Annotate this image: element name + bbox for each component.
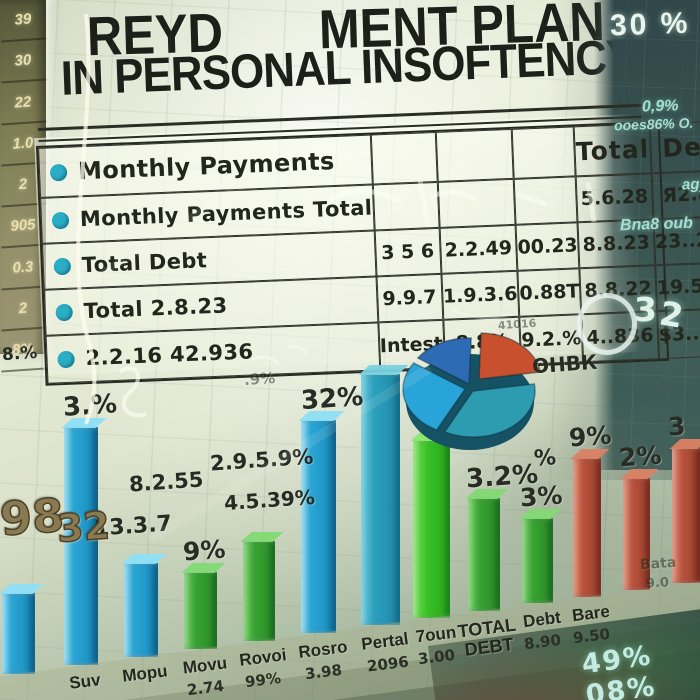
top-right-percent-label: 30 % — [609, 6, 691, 43]
bar-suv — [61, 418, 107, 665]
table-cell: 0.88T — [517, 268, 582, 317]
bar-rovoi — [240, 532, 284, 641]
pie-slice-red-orange — [478, 332, 542, 380]
table-cell — [370, 131, 438, 185]
right-panel-glow-text: 0,9% — [641, 97, 679, 116]
bar-debt — [519, 509, 562, 603]
table-cell: 5.6.28 — [575, 173, 653, 223]
bar-top-face — [121, 554, 167, 564]
row-label-text: Monthly Payments — [77, 147, 336, 186]
left-strip-number: 22 — [0, 81, 48, 126]
ring-digit-1: 3 — [634, 290, 657, 329]
pie-slice-light-blue — [402, 362, 467, 431]
bar-top-face — [0, 584, 44, 594]
pie-chart — [402, 332, 542, 450]
pie-slice-navy-blue — [416, 337, 472, 386]
bar-top-face — [181, 563, 226, 573]
table-cell — [435, 128, 514, 182]
bar-top-face — [298, 411, 345, 421]
table-cell: 1.9.3.6 — [441, 270, 520, 320]
bar-total-debt — [465, 489, 509, 611]
pie-slice-teal — [443, 383, 536, 438]
table-cell — [372, 181, 440, 231]
right-panel-glow-text: Bna8 oub — [619, 214, 694, 235]
bar-bare — [570, 449, 610, 597]
left-strip-number: 30 — [0, 39, 48, 85]
bar-top-face — [61, 418, 107, 428]
row-label-text: Total 2.8.23 — [83, 293, 228, 324]
bar-unlabeled-12 — [669, 439, 700, 583]
bar-top-face — [465, 489, 509, 499]
table-cell — [511, 126, 576, 179]
bar-unlabeled-0 — [0, 584, 44, 674]
bullet-icon — [57, 350, 75, 368]
bar-top-face — [519, 509, 562, 519]
bar-rosro — [298, 411, 345, 633]
table-cell: 00.23 — [515, 222, 580, 271]
row-label-text: Total Debt — [81, 248, 208, 278]
circle-annotation — [577, 293, 637, 355]
bar-unlabeled-11 — [620, 469, 659, 590]
left-strip-number: 8% — [0, 328, 48, 374]
bar-top-face — [240, 532, 284, 542]
bullet-icon — [51, 211, 70, 229]
table-cell: 2.2.49 — [439, 224, 518, 274]
table-cell — [513, 176, 578, 225]
right-panel-glow-text: ooes86% O. — [613, 114, 694, 134]
row-label-text: 2.2.16 42.936 — [85, 339, 254, 371]
right-panel-glow-text: agy — [681, 175, 700, 194]
repayment-table: Monthly Payments Total Debt Monthly Payment… — [36, 119, 700, 386]
row-label-text: Monthly Payments Total — [79, 195, 373, 232]
footer-percent-label: 49% 08% — [579, 640, 659, 700]
bar-mopu — [121, 554, 167, 657]
bar-movu — [181, 563, 226, 649]
table-cell: 3 5 6 — [374, 227, 442, 277]
left-strip-number: 39 — [0, 0, 48, 43]
bullet-icon — [55, 303, 74, 321]
table-cell — [437, 178, 516, 228]
bullet-icon — [53, 257, 72, 275]
table-cell: 9.9.7 — [376, 273, 443, 323]
bullet-icon — [49, 163, 68, 181]
